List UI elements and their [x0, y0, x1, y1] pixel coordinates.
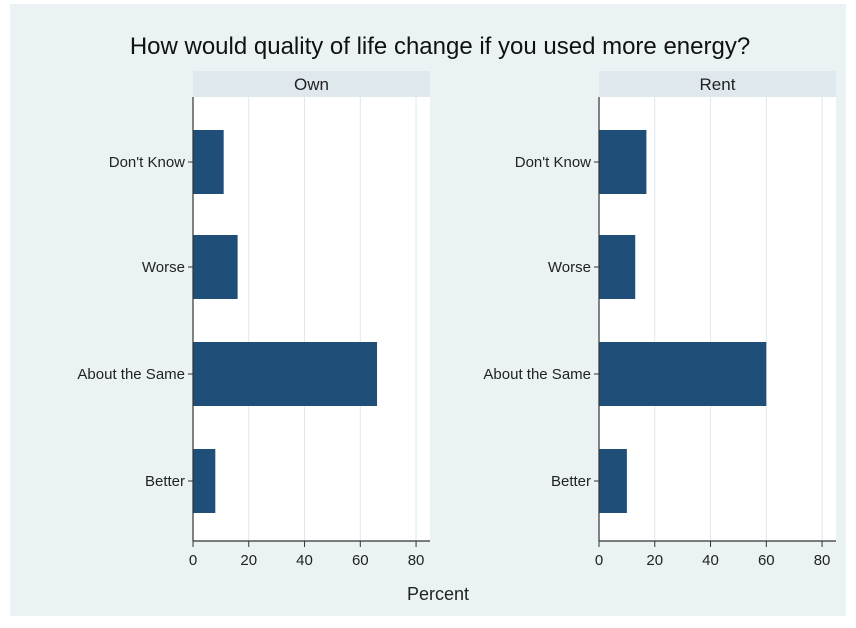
panel-strip-label: Rent [700, 75, 736, 94]
bar-rent-2 [599, 342, 767, 406]
y-tick-label: Worse [548, 259, 591, 276]
chart-panels: Own Don't Know Worse About the Same Better 0 2… [77, 71, 836, 569]
x-axis-label: Percent [407, 584, 469, 604]
y-tick-label: Don't Know [515, 154, 591, 171]
bar-own-0 [193, 130, 224, 194]
panel-strip [599, 71, 836, 97]
x-tick-label: 20 [240, 552, 257, 569]
x-tick-label: 80 [408, 552, 425, 569]
panel-background [193, 97, 430, 541]
bar-rent-1 [599, 235, 636, 299]
bar-own-3 [193, 449, 216, 513]
y-tick-label: Better [551, 473, 591, 490]
x-tick-label: 0 [595, 552, 603, 569]
bar-own-2 [193, 342, 378, 406]
y-tick-label: About the Same [77, 366, 185, 383]
panel-strip [193, 71, 430, 97]
y-tick-label: Don't Know [109, 154, 185, 171]
panel-strip-label: Own [294, 75, 329, 94]
y-tick-label: Better [145, 473, 185, 490]
x-tick-label: 60 [758, 552, 775, 569]
chart-title: How would quality of life change if you … [130, 33, 750, 60]
bar-rent-0 [599, 130, 647, 194]
bar-rent-3 [599, 449, 627, 513]
panel-own: Own Don't Know Worse About the Same Better 0 2… [77, 71, 430, 569]
x-tick-label: 60 [352, 552, 369, 569]
bar-own-1 [193, 235, 238, 299]
x-tick-label: 40 [702, 552, 719, 569]
x-tick-label: 80 [814, 552, 831, 569]
x-tick-label: 0 [189, 552, 197, 569]
x-tick-label: 20 [646, 552, 663, 569]
y-tick-label: Worse [142, 259, 185, 276]
y-tick-label: About the Same [483, 366, 591, 383]
x-tick-label: 40 [296, 552, 313, 569]
panel-rent: Rent Don't Know Worse About the Same Better 0… [483, 71, 836, 569]
